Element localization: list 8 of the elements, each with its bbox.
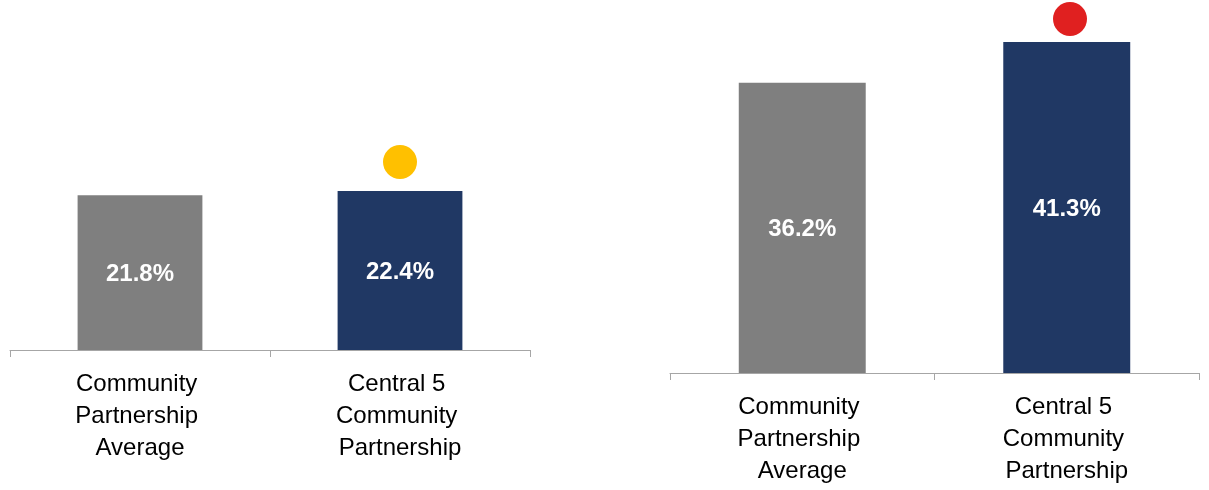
x-tick-label: Community Partnership Average bbox=[737, 391, 867, 483]
data-label: 21.8% bbox=[105, 259, 175, 287]
data-label: 41.3% bbox=[1032, 194, 1101, 221]
data-label: 22.4% bbox=[365, 257, 435, 284]
data-label: 36.2% bbox=[768, 214, 837, 242]
x-tick-label: Community Partnership Average bbox=[75, 368, 205, 460]
x-tick-label: Central 5 Community Partnership bbox=[335, 368, 465, 460]
x-tick-label: Central 5 Community Partnership bbox=[1002, 391, 1131, 483]
